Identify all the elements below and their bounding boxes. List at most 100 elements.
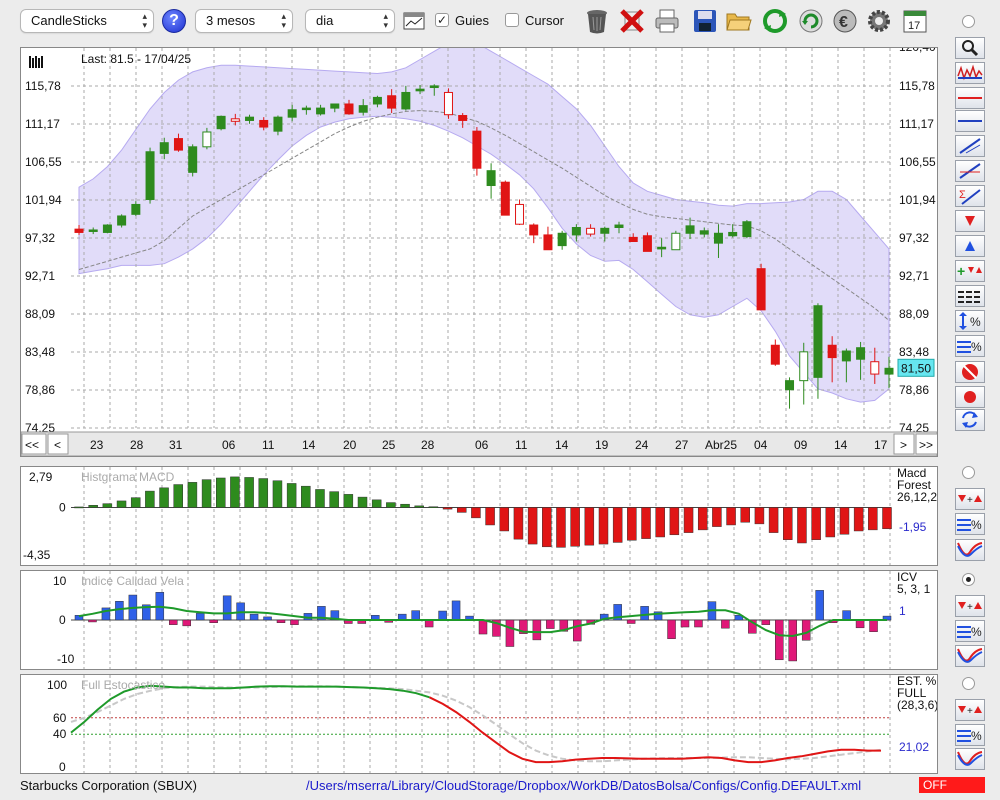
record-icon[interactable] (955, 386, 985, 408)
arrow-up-icon[interactable] (955, 235, 985, 257)
vertical-percent-icon[interactable]: % (955, 310, 985, 332)
histogram-bar (195, 613, 205, 621)
radio-price-panel[interactable] (962, 15, 975, 28)
trash-icon[interactable] (582, 6, 612, 36)
y-axis-label: 111,17 (25, 117, 60, 131)
date-tick: 17 (874, 438, 888, 452)
curve-icon[interactable] (955, 645, 985, 667)
chart-view-icon[interactable] (400, 9, 428, 33)
candle (145, 151, 155, 201)
histogram-bar (697, 507, 708, 531)
price-chart[interactable]: 115,78 115,78 111,17 111,17 106,55 106,55 101,… (20, 38, 939, 457)
histogram-bar (201, 479, 212, 508)
arrows-down-up-icon[interactable]: + (955, 699, 985, 721)
horizontal-red-line-icon[interactable] (955, 87, 985, 109)
delete-icon[interactable] (617, 6, 647, 36)
curve-icon[interactable] (955, 539, 985, 561)
lines-percent-icon[interactable]: % (955, 513, 985, 535)
date-tick: 20 (343, 438, 357, 452)
interval-select[interactable]: dia ▴ ▾ (305, 9, 395, 33)
cursor-checkbox[interactable] (505, 13, 519, 27)
candle (856, 347, 866, 360)
date-tick: 14 (302, 438, 316, 452)
arrow-down-icon[interactable] (955, 210, 985, 232)
candle (173, 138, 183, 151)
date-tick: 09 (794, 438, 808, 452)
y-axis-label: 83,48 (25, 345, 55, 359)
stochastic-chart[interactable]: Full Estocastico 100 60 40 0 EST. %FULL(28,3,… (21, 674, 938, 774)
fan-lines-icon[interactable] (955, 135, 985, 157)
config-path[interactable]: /Users/mserra/Library/CloudStorage/Dropb… (306, 778, 862, 793)
save-icon[interactable] (690, 6, 720, 36)
lines-percent-icon[interactable]: % (955, 620, 985, 642)
arrows-down-up-icon[interactable]: + (955, 488, 985, 510)
macd-chart[interactable]: Histgrama MACD 2,79 0 -4,35 MacdForest26,12,… (21, 466, 944, 565)
lines-icon[interactable] (955, 285, 985, 307)
histogram-bar (721, 619, 730, 629)
histogram-bar (272, 480, 283, 508)
zoom-icon[interactable] (955, 37, 985, 59)
histogram-bar (145, 490, 155, 508)
histogram-bar (527, 507, 538, 545)
radio-stoch-panel[interactable] (962, 677, 975, 690)
histogram-bar (222, 595, 232, 621)
y-axis-label: 88,09 (25, 307, 55, 321)
lines-percent-icon[interactable]: % (955, 724, 985, 746)
stoch-d-line (70, 685, 882, 763)
date-tick: 31 (169, 438, 183, 452)
histogram-bar (301, 485, 311, 508)
add-arrows-icon[interactable]: + (955, 260, 985, 282)
nav-button-label: << (25, 438, 39, 452)
gear-icon[interactable] (864, 6, 894, 36)
calendar-icon[interactable]: 17 (900, 6, 930, 36)
chart-type-select[interactable]: CandleSticks ▴ ▾ (20, 9, 154, 33)
status-badge[interactable]: OFF (919, 777, 985, 793)
histogram-bar (130, 497, 141, 508)
curve-icon[interactable] (955, 748, 985, 770)
nav-button[interactable] (47, 433, 69, 455)
histogram-bar (801, 619, 811, 641)
stoch-panel: Full Estocastico 100 60 40 0 EST. % FULL (28,3,… (20, 674, 938, 774)
y-axis-label-right: 83,48 (899, 345, 929, 359)
date-tick: 25 (382, 438, 396, 452)
period-select[interactable]: 3 mesos ▴ ▾ (195, 9, 293, 33)
folder-icon[interactable] (724, 6, 754, 36)
histogram-bar (513, 507, 524, 540)
histogram-bar (599, 613, 609, 621)
no-entry-icon[interactable] (955, 361, 985, 383)
euro-icon[interactable]: € (830, 6, 860, 36)
indicator-name: EST. % (897, 675, 937, 688)
histogram-bar (612, 507, 623, 543)
arrows-down-up-icon[interactable]: + (955, 595, 985, 617)
radio-icv-panel[interactable] (962, 573, 975, 586)
guides-checkbox[interactable]: ✓ (435, 13, 449, 27)
histogram-bar (216, 477, 226, 508)
printer-icon[interactable] (652, 6, 682, 36)
radio-macd-panel[interactable] (962, 466, 975, 479)
candle (287, 109, 297, 118)
indicator-params: (28,3,6) (897, 698, 937, 712)
swap-icon[interactable] (955, 409, 985, 431)
histogram-bar (456, 507, 467, 513)
stoch-k-line (70, 684, 430, 734)
trendline-icon[interactable] (955, 160, 985, 182)
indicator-chart-icon[interactable] (955, 62, 985, 84)
histogram-bar (627, 507, 637, 541)
horizontal-blue-line-icon[interactable] (955, 110, 985, 132)
histogram-bar (343, 494, 354, 508)
refresh-icon[interactable] (760, 6, 790, 36)
svg-text:%: % (971, 340, 982, 354)
nav-button[interactable] (893, 433, 915, 455)
candle (557, 232, 567, 247)
candle (330, 103, 340, 109)
y-axis-label: 78,86 (25, 383, 55, 397)
sigma-icon[interactable]: Σ (955, 185, 985, 207)
reload-icon[interactable] (796, 6, 826, 36)
lines-percent-icon[interactable]: % (955, 335, 985, 357)
histogram-bar (485, 507, 495, 526)
nav-button-label: < (54, 438, 61, 452)
nav-button[interactable] (21, 433, 47, 455)
help-button[interactable]: ? (162, 9, 186, 33)
date-tick: 23 (90, 438, 104, 452)
